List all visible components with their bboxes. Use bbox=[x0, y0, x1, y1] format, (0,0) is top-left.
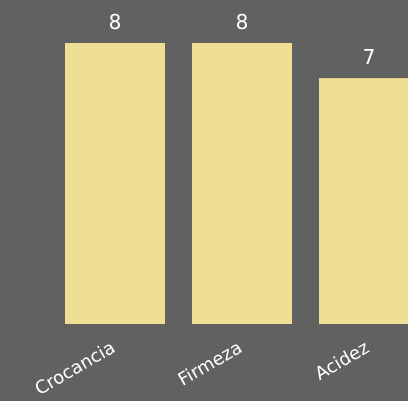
x-tick-label-crocancia: Crocancia bbox=[31, 337, 118, 400]
x-tick-label-acidez: Acidez bbox=[311, 337, 372, 385]
bar-firmeza bbox=[192, 43, 292, 324]
bars-group bbox=[65, 43, 408, 324]
value-labels-group: 8 8 7 bbox=[109, 10, 376, 69]
x-tick-labels-group: Crocancia Firmeza Acidez bbox=[31, 337, 372, 400]
x-tick-label-firmeza: Firmeza bbox=[175, 337, 246, 390]
value-label-acidez: 7 bbox=[363, 45, 376, 69]
value-label-crocancia: 8 bbox=[109, 10, 122, 34]
value-label-firmeza: 8 bbox=[236, 10, 249, 34]
bar-acidez bbox=[319, 78, 408, 324]
bar-crocancia bbox=[65, 43, 165, 324]
